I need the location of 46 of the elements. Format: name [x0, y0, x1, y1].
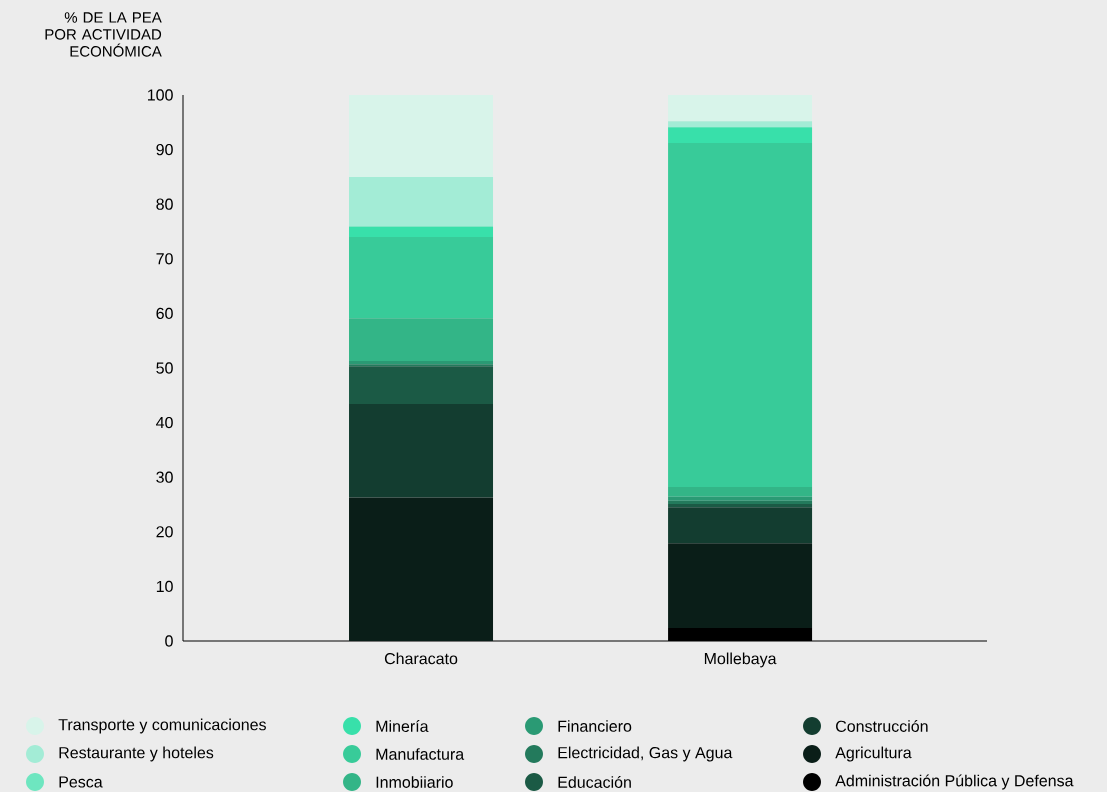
bar	[349, 226, 494, 237]
bar	[668, 543, 813, 628]
bar	[349, 497, 494, 641]
y-tick-label: 30	[156, 471, 173, 483]
y-tick-label: 20	[156, 526, 173, 538]
x-tick-label: Characato	[384, 652, 458, 665]
y-tick-label: 80	[156, 198, 173, 210]
y-tick-label: 10	[156, 580, 173, 593]
bar	[668, 121, 813, 128]
y-tick-label: 40	[156, 416, 173, 429]
bar	[349, 360, 494, 365]
y-tick-label: 60	[156, 307, 173, 320]
legend-label: Pesca	[59, 776, 103, 788]
bar	[668, 503, 813, 508]
bar	[668, 507, 813, 544]
y-tick-label: 90	[156, 143, 173, 156]
bar	[668, 496, 813, 501]
bar	[349, 94, 494, 177]
bar	[668, 500, 813, 504]
legend-label: Construcción	[836, 720, 928, 732]
legend-label: Minería	[376, 720, 429, 732]
bar	[668, 143, 813, 488]
legend-label: Agricultura	[835, 746, 912, 762]
x-tick-label: Mollebaya	[704, 652, 777, 668]
bar	[349, 176, 494, 227]
legend-label: Financiero	[558, 720, 632, 732]
legend-label: Restaurante y hoteles	[59, 746, 214, 762]
bar	[349, 404, 494, 498]
bar	[349, 318, 494, 361]
y-tick-label: 70	[156, 253, 173, 265]
legend-label: Administración Pública y Defensa	[835, 774, 1074, 790]
bar	[668, 487, 813, 497]
legend-label: Electricidad, Gas y Agua	[558, 746, 733, 762]
y-tick-label: 100	[148, 89, 173, 101]
legend-label: Transporte y comunicaciones	[58, 718, 266, 734]
legend-label: Manufactura	[376, 748, 465, 760]
bar	[668, 127, 813, 144]
bar	[349, 364, 494, 367]
legend-label: Inmobiiario	[376, 776, 453, 788]
bar	[349, 236, 494, 319]
y-tick-label: 50	[156, 362, 173, 374]
y-axis-title: % DE LA PEA POR ACTIVIDAD ECONÓMICA	[45, 12, 162, 57]
y-tick-label: 0	[165, 635, 173, 647]
legend-label: Educación	[558, 776, 631, 788]
bar	[668, 94, 813, 122]
bar	[349, 366, 494, 405]
